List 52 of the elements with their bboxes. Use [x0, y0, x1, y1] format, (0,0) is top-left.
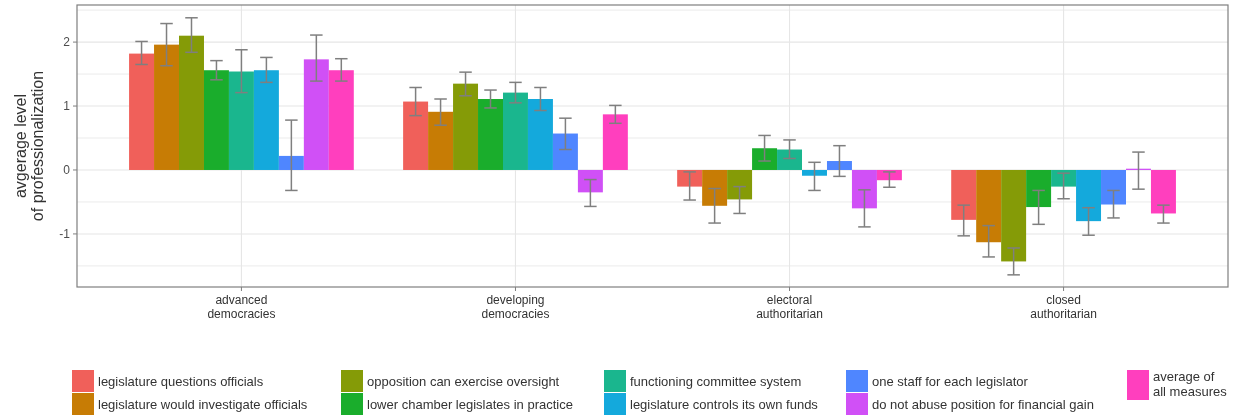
legend-label: lower chamber legislates in practice [367, 397, 573, 412]
bar [777, 149, 803, 170]
y-axis-title: avgerage level of professionalization [12, 70, 46, 222]
legend-label: legislature would investigate officials [98, 397, 308, 412]
bar [802, 169, 827, 176]
legend-label: opposition can exercise oversight [367, 374, 560, 389]
bar [1051, 169, 1077, 187]
bar [951, 169, 977, 220]
bar [403, 101, 429, 170]
bar [303, 59, 329, 170]
y-tick-label: 2 [63, 35, 71, 50]
bar [179, 35, 204, 170]
bar [1026, 169, 1052, 208]
y-tick-label: 0 [63, 162, 71, 177]
bar [1076, 169, 1102, 222]
x-tick-label: closed authoritarian [1030, 293, 1097, 321]
legend-label: one staff for each legislator [872, 374, 1029, 389]
legend-label: legislature questions officials [98, 374, 264, 389]
x-tick-label: electoral authoritarian [756, 293, 823, 321]
x-tick-label: advanced democracies [207, 293, 276, 321]
bar [328, 70, 354, 170]
bar [453, 83, 479, 170]
bar [253, 70, 279, 170]
y-tick-label: 1 [63, 99, 71, 114]
bar [577, 169, 603, 193]
bar [428, 111, 454, 170]
bar [602, 114, 628, 170]
bar [1101, 169, 1126, 205]
bar [154, 44, 180, 170]
bar [203, 70, 229, 170]
legend-label: legislature controls its own funds [630, 397, 819, 412]
bar [228, 71, 254, 170]
bar [727, 169, 753, 200]
bar [851, 169, 877, 209]
bar [1001, 169, 1027, 262]
bar [976, 169, 1002, 243]
bar [478, 99, 503, 170]
bar [826, 161, 852, 170]
legend-label: functioning committee system [630, 374, 802, 389]
bar [752, 148, 778, 170]
bar [527, 99, 553, 170]
bar [278, 155, 304, 170]
bar [677, 169, 703, 187]
bar [552, 133, 578, 170]
y-tick-label: -1 [59, 226, 71, 241]
legend-label: average of all measures [1153, 369, 1228, 399]
bar [1150, 169, 1176, 214]
bar [129, 53, 155, 170]
bar [502, 92, 528, 170]
legend-label: do not abuse position for financial gain [872, 397, 1094, 412]
x-tick-label: developing democracies [481, 293, 550, 321]
bar [702, 169, 728, 206]
